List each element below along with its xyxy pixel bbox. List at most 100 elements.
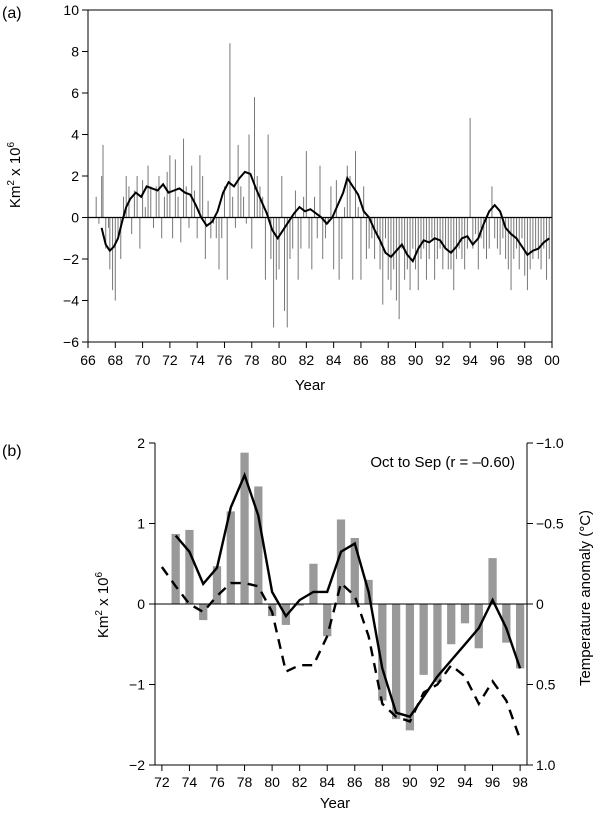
panel-a-x-tick-label: 68 [108,352,124,368]
panel-b-bar [502,604,511,643]
panel-b-x-tick-label: 90 [402,774,418,790]
panel-b-y2-tick-label: 0.5 [536,677,556,693]
panel-b-bar [460,604,470,624]
panel-a-y-tick-label: 6 [71,85,79,101]
panel-a-y-label-sup2: 2 [6,180,17,186]
panel-b-dashed-line [160,566,522,740]
panel-b-x-tick-label: 98 [512,774,528,790]
panel-b-bar [254,486,263,604]
panel-a-x-ticks: 66 68 70 72 74 76 78 80 82 84 86 88 90 92 94 96 98 00 [80,342,560,368]
panel-b-x-tick-label: 72 [154,774,170,790]
panel-b-bar [171,533,180,604]
panel-a-x-tick-label: 92 [435,352,451,368]
panel-a-x-tick-label: 96 [490,352,506,368]
panel-a-weekly-bars [95,43,550,328]
panel-b-bar [309,563,318,604]
panel-b-y2-tick-label: 1.0 [536,757,556,773]
panel-a-y-tick-label: 4 [71,127,79,143]
panel-b-x-tick-label: 74 [182,774,198,790]
panel-a-x-tick-label: 78 [244,352,260,368]
panel-a-y-ticks: −6 −4 −2 0 2 4 6 8 10 [63,2,88,350]
panel-b-bar [447,604,456,645]
panel-b-bar [405,604,415,731]
panel-b-y-tick-label: −2 [129,757,145,773]
panel-a-running-mean-line [100,170,550,263]
panel-b-y-label-sup2: 2 [94,610,105,616]
panel-a-x-tick-label: 80 [271,352,287,368]
panel-b: (b) 72 74 76 78 80 82 84 86 88 90 92 94 96 98 −2 −1 0 1 2… [2,435,594,812]
panel-b-bar [378,604,387,701]
panel-a-x-tick-label: 70 [135,352,151,368]
panel-a-y-tick-label: 8 [71,44,79,60]
panel-b-bar [212,566,222,604]
panel-a-x-tick-label: 86 [353,352,369,368]
panel-b-x-tick-label: 76 [209,774,225,790]
panel-a-y-tick-label: 10 [63,2,79,18]
panel-b-bar [199,604,208,621]
panel-a-y-tick-label: −6 [63,334,79,350]
panel-b-x-axis-label: Year [320,795,350,812]
panel-a-y-label-sup6: 6 [6,141,17,147]
panel-a-y-tick-label: 2 [71,168,79,184]
panel-a-x-tick-label: 00 [544,352,560,368]
panel-b-bar [323,604,332,637]
panel-b-y-label-mid: x 10 [95,577,112,610]
panel-b-annotation: Oct to Sep (r = –0.60) [370,454,515,471]
panel-b-solid-line [174,471,522,719]
panel-b-letter: (b) [2,443,22,460]
panel-b-y2-tick-label: −0.5 [536,516,564,532]
panel-b-x-tick-label: 94 [457,774,473,790]
panel-a-y-tick-label: −2 [63,251,79,267]
panel-b-x-tick-label: 92 [430,774,446,790]
panel-b-y-tick-label: 2 [137,435,145,451]
panel-b-x-tick-label: 80 [264,774,280,790]
panel-b-y-tick-label: −1 [129,677,145,693]
panel-a-letter: (a) [2,5,22,22]
panel-a-x-axis-label: Year [295,377,325,394]
panel-b-x-tick-label: 96 [485,774,501,790]
panel-a-x-tick-label: 76 [217,352,233,368]
panel-b-bar [488,558,497,604]
panel-b-bar [350,537,359,604]
panel-b-y-tick-label: 0 [137,596,145,612]
panel-b-y-axis-label: Km2 x 106 [94,571,112,638]
panel-b-y2-tick-label: 0 [536,596,544,612]
panel-b-bar [295,604,304,606]
panel-a-x-tick-label: 90 [408,352,424,368]
panel-b-x-tick-label: 78 [237,774,253,790]
panel-a-y-label-main: Km [7,186,24,209]
panel-b-y2-tick-label: −1.0 [536,435,564,451]
panel-b-x-tick-label: 84 [319,774,335,790]
panel-b-x-tick-label: 88 [375,774,391,790]
panel-b-y-ticks: −2 −1 0 1 2 [129,435,155,773]
panel-a-y-tick-label: 0 [71,210,79,226]
panel-b-y-label-sup6: 6 [94,571,105,577]
panel-b-bar [515,604,525,669]
panel-b-x-ticks: 72 74 76 78 80 82 84 86 88 90 92 94 96 98 [154,765,528,790]
panel-b-y2-axis-label: Temperature anomaly (°C) [577,510,594,686]
panel-b-bar [419,604,428,675]
panel-a-y-label-mid: x 10 [7,147,24,180]
panel-b-bar [240,452,249,604]
panel-b-x-tick-label: 86 [347,774,363,790]
panel-a-x-tick-label: 74 [189,352,205,368]
panel-b-y-tick-label: 1 [137,516,145,532]
panel-a-y-axis-label: Km2 x 106 [6,141,24,208]
panel-a-x-tick-label: 72 [162,352,178,368]
panel-a-x-tick-label: 82 [299,352,315,368]
panel-b-x-tick-label: 82 [292,774,308,790]
panel-b-bar [226,511,235,604]
panel-b-bar [391,604,401,720]
panel-a-y-tick-label: −4 [63,293,79,309]
panel-b-y2-ticks: −1.0 −0.5 0 0.5 1.0 [527,435,564,773]
panel-a: (a) 66 68 70 72 74 76 78 80 82 84 86 88 90 92 94 96 98 00… [2,2,560,394]
panel-a-x-tick-label: 88 [380,352,396,368]
panel-b-y-label-main: Km [95,616,112,639]
panel-a-x-tick-label: 84 [326,352,342,368]
panel-b-bar [336,519,346,604]
panel-b-bar [433,604,442,683]
panel-a-x-tick-label: 94 [462,352,478,368]
panel-b-bar [185,529,194,604]
panel-b-frame [154,443,528,766]
